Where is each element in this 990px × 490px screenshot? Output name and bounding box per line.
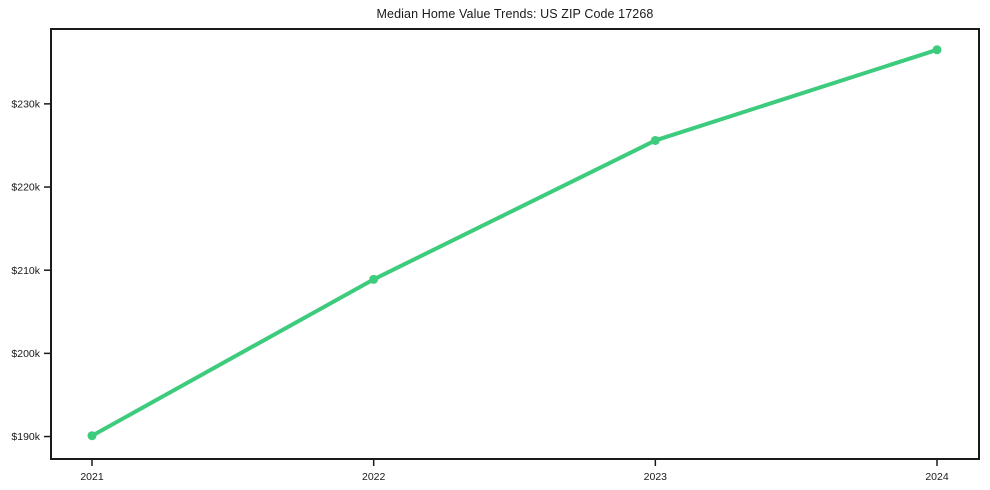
y-tick-label: $220k bbox=[11, 182, 40, 194]
y-tick-label: $190k bbox=[11, 431, 40, 443]
data-point-marker bbox=[369, 274, 379, 284]
trend-line bbox=[90, 47, 939, 438]
x-tick-label: 2021 bbox=[80, 471, 104, 483]
data-point-marker bbox=[932, 45, 942, 55]
data-point-marker bbox=[650, 135, 660, 145]
x-tick-label: 2023 bbox=[644, 471, 668, 483]
y-tick-label: $200k bbox=[11, 348, 40, 360]
x-tick-label: 2022 bbox=[362, 471, 386, 483]
y-tick-label: $230k bbox=[11, 98, 40, 110]
data-point-marker bbox=[87, 431, 97, 441]
x-tick-label: 2024 bbox=[925, 471, 949, 483]
plot-area: $190k $200k $210k $220k $230k 2021 2022 2023 202… bbox=[11, 28, 980, 483]
chart-title: Median Home Value Trends: US ZIP Code 17… bbox=[376, 7, 654, 21]
y-tick-label: $210k bbox=[11, 265, 40, 277]
plot-frame bbox=[50, 28, 980, 460]
plot-canvas: $190k $200k $210k $220k $230k 2021 2022 2023 202… bbox=[11, 28, 980, 483]
